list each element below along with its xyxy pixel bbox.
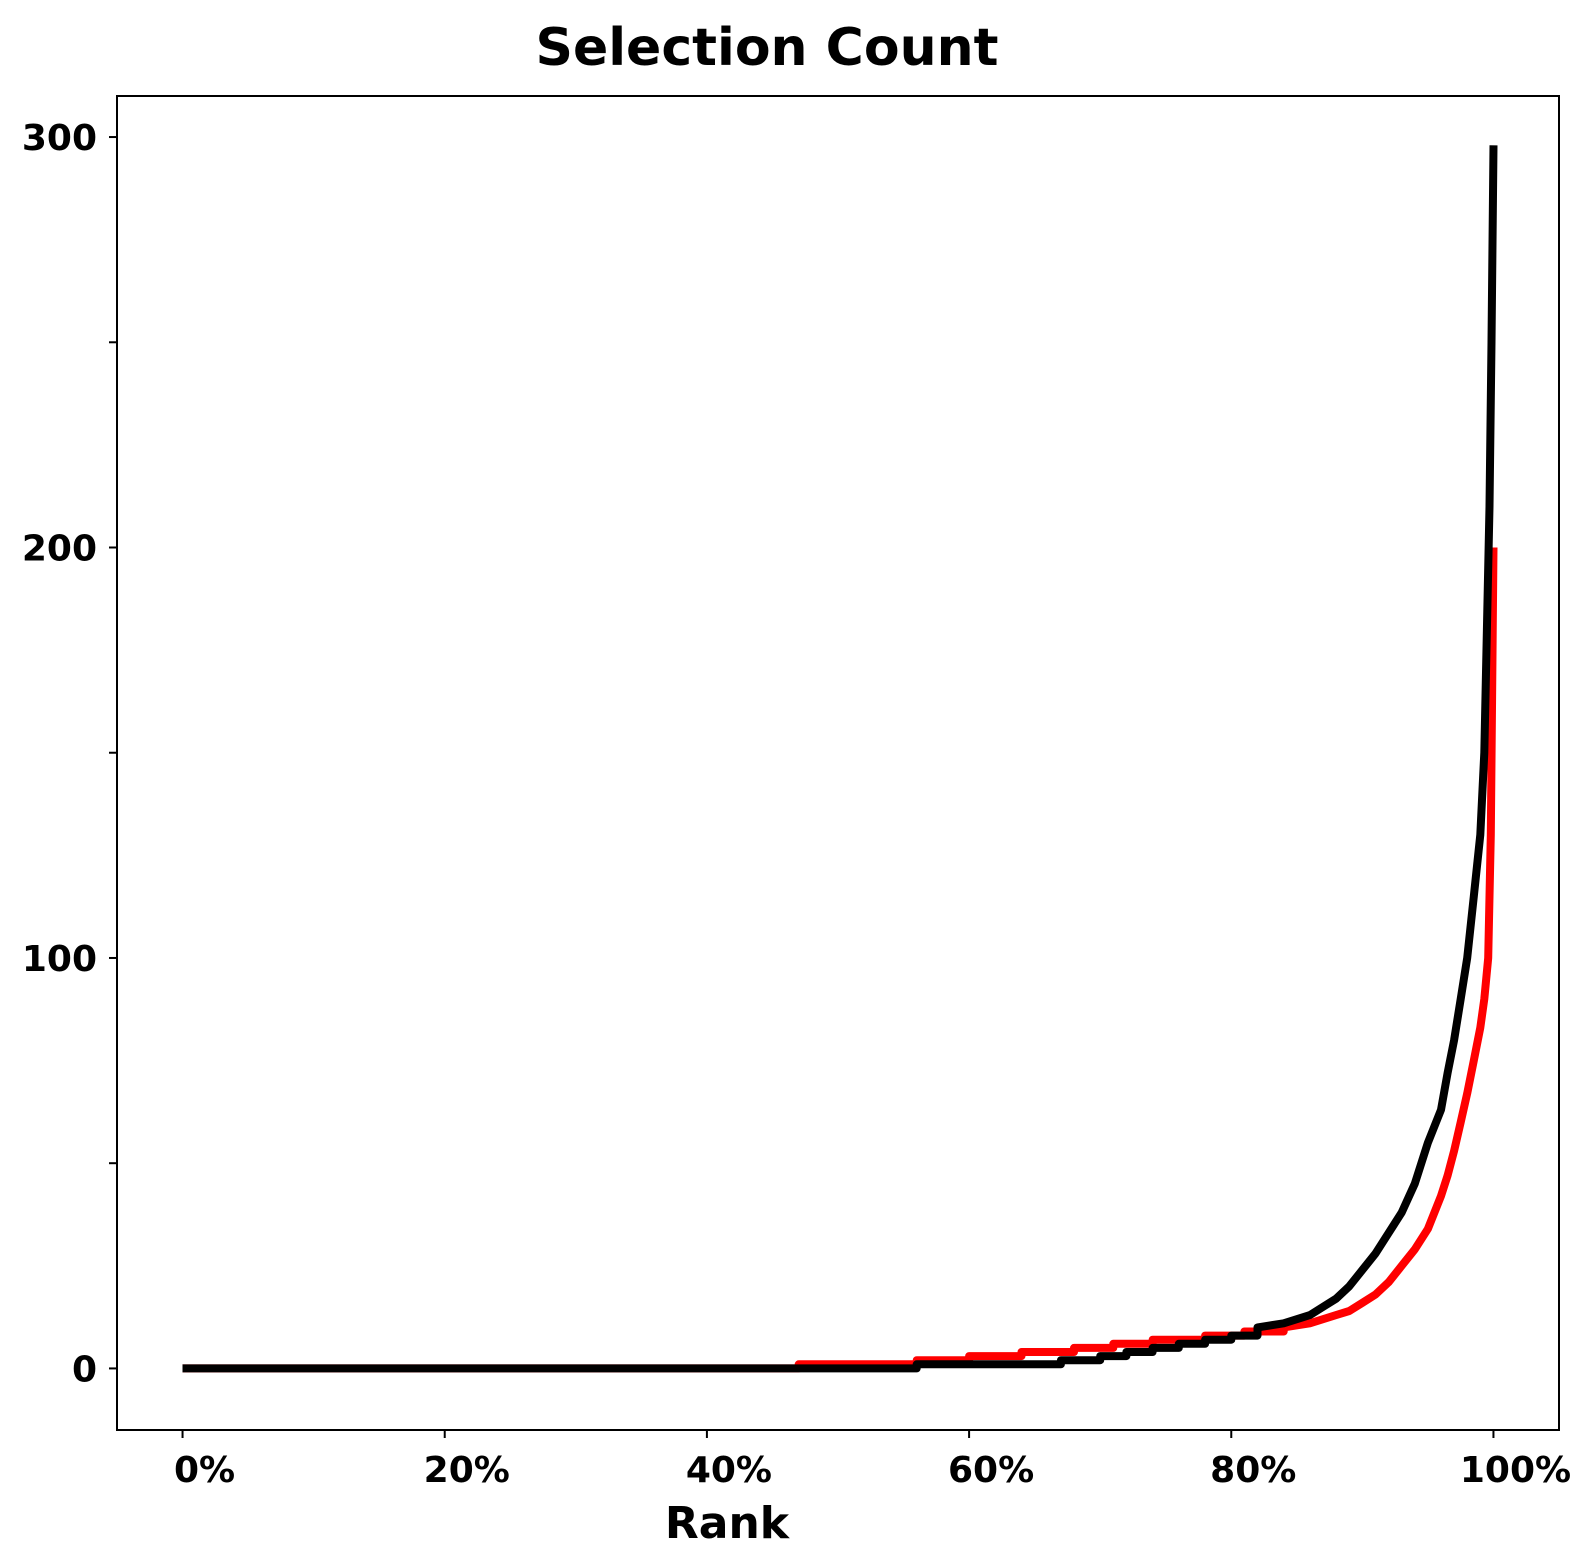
x-tick-label-20: 20% [424,1450,510,1491]
x-tick-label-40: 40% [686,1450,772,1491]
x-tick-label-0: 0% [174,1450,235,1491]
y-axis: 0 100 200 300 [22,118,117,1390]
x-tick-label-80: 80% [1210,1450,1296,1491]
y-tick-label-300: 300 [22,118,97,159]
y-tick-label-100: 100 [22,939,97,980]
y-tick-label-200: 200 [22,529,97,570]
x-tick-label-60: 60% [948,1450,1034,1491]
y-tick-label-0: 0 [72,1349,97,1390]
series-line-1 [182,547,1498,1373]
x-axis-label: Rank [665,1498,791,1549]
series-group [182,145,1498,1373]
series-line-2 [182,145,1498,1373]
chart-title: Selection Count [536,18,999,78]
x-tick-label-100: 100% [1460,1450,1571,1491]
plot-area [116,95,1560,1431]
x-axis: 0% 20% 40% 60% 80% 100% [174,1430,1571,1491]
